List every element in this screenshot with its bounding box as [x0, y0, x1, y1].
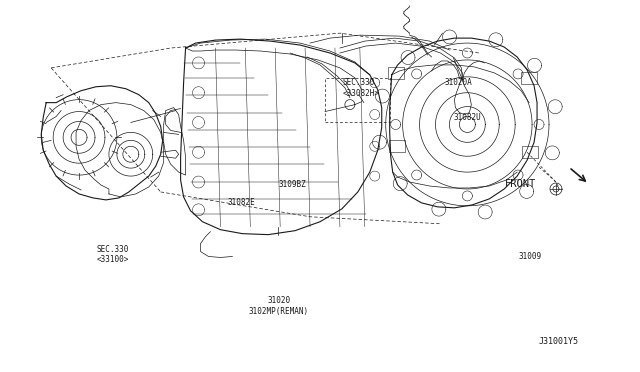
Text: 31082U: 31082U [454, 113, 481, 122]
Bar [388, 140, 404, 152]
Text: 31082E: 31082E [228, 198, 255, 207]
Bar [388, 67, 404, 79]
Text: SEC.330
<33082H>: SEC.330 <33082H> [342, 78, 380, 98]
Text: 31020A: 31020A [444, 78, 472, 87]
Text: 31009: 31009 [519, 251, 542, 261]
Text: SEC.330
<33100>: SEC.330 <33100> [97, 245, 129, 264]
Bar [521, 72, 537, 84]
Text: 31020
3102MP(REMAN): 31020 3102MP(REMAN) [248, 296, 308, 316]
Bar [522, 146, 538, 158]
Text: J31001Y5: J31001Y5 [539, 337, 579, 346]
Text: FRONT: FRONT [505, 179, 536, 189]
Text: 3109BZ: 3109BZ [278, 180, 307, 189]
